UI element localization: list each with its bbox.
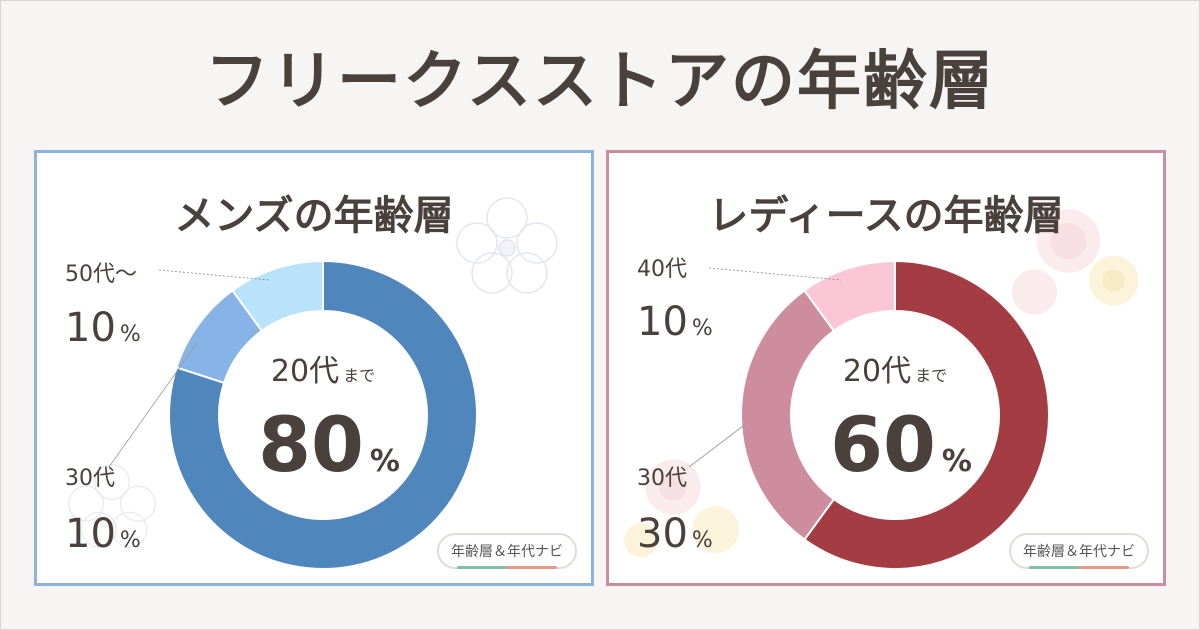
mens-label-30s-value-group: 10% — [65, 511, 141, 557]
mens-label-50s-value: 10 — [65, 305, 116, 351]
site-badge: 年齢層＆年代ナビ — [1009, 533, 1149, 569]
womens-label-40s-value-group: 10% — [637, 299, 713, 345]
womens-slice-0 — [803, 259, 1050, 570]
page-title: フリークスストアの年齢層 — [204, 45, 996, 119]
mens-center-unit: % — [370, 444, 400, 479]
mens-donut-chart: 50代～ 10% 30代 10% 20代 まで 80% — [65, 259, 478, 570]
mens-center-suffix: まで — [343, 366, 375, 385]
mens-center-value: 80 — [258, 400, 364, 489]
mens-label-30s-category: 30代 — [65, 466, 115, 491]
womens-label-40s-unit: % — [692, 316, 713, 341]
mens-label-30s-unit: % — [120, 528, 141, 553]
mens-center-category-group: 20代 まで — [271, 354, 375, 389]
mens-chart-title: メンズの年齢層 — [174, 193, 454, 239]
womens-chart-title: レディースの年齢層 — [708, 193, 1064, 239]
womens-panel: レディースの年齢層 40代 10% 30代 30% 20代 まで 60% 年齢層＆… — [606, 150, 1166, 586]
flower-decoration-icon — [456, 197, 558, 294]
womens-label-30s-unit: % — [692, 528, 713, 553]
womens-label-40s-value: 10 — [637, 299, 688, 345]
rose-decoration-icon — [1011, 209, 1139, 315]
mens-label-50s-category: 50代～ — [65, 262, 137, 287]
flower-decoration-icon — [68, 464, 156, 548]
womens-label-30s-category: 30代 — [637, 466, 687, 491]
womens-center-unit: % — [942, 444, 972, 479]
womens-center-value-group: 60% — [830, 400, 972, 489]
womens-center-category: 20代 — [843, 354, 911, 389]
womens-label-40s-category: 40代 — [637, 257, 687, 282]
mens-label-30s-value: 10 — [65, 511, 116, 557]
womens-center-suffix: まで — [915, 366, 947, 385]
womens-slice-1 — [740, 289, 836, 541]
mens-label-50s-unit: % — [120, 322, 141, 347]
womens-label-30s-value-group: 30% — [637, 511, 713, 557]
womens-slice-2 — [803, 259, 896, 333]
mens-center-value-group: 80% — [258, 400, 400, 489]
mens-slice-0 — [168, 259, 478, 570]
mens-panel: メンズの年齢層 50代～ 10% 30代 10% 20代 まで 80% 年齢層＆年… — [34, 150, 594, 586]
mens-label-50s-value-group: 10% — [65, 305, 141, 351]
mens-center-category: 20代 — [271, 354, 339, 389]
womens-center-category-group: 20代 まで — [843, 354, 947, 389]
rose-decoration-icon — [623, 459, 740, 558]
womens-donut-chart: 40代 10% 30代 30% 20代 まで 60% — [637, 257, 1050, 570]
womens-label-30s-value: 30 — [637, 511, 688, 557]
site-badge: 年齢層＆年代ナビ — [437, 533, 577, 569]
womens-center-value: 60 — [830, 400, 936, 489]
